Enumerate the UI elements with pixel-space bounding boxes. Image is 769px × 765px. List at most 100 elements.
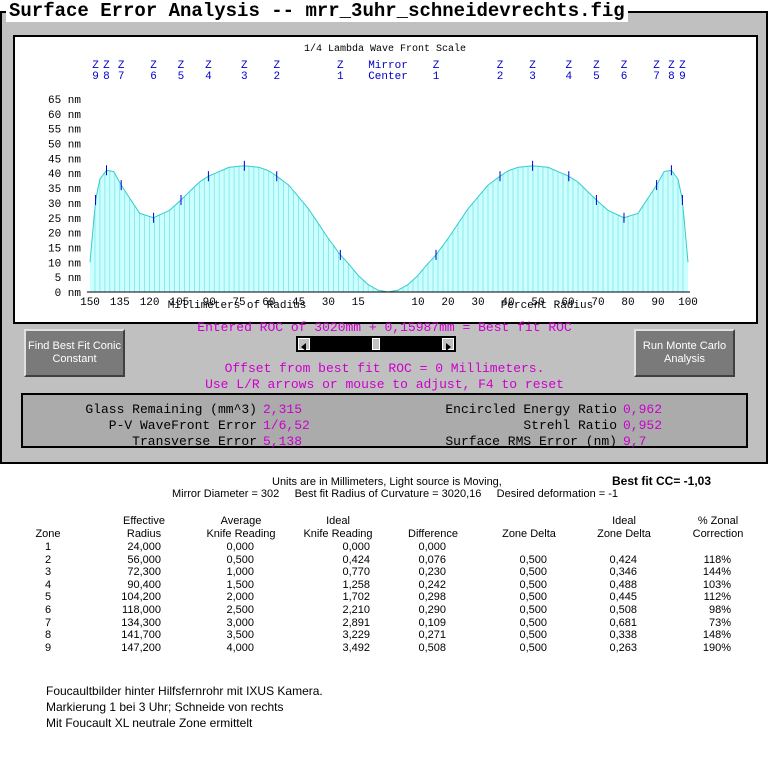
table-cell: 4,000: [226, 641, 254, 654]
col-header-correction-2: Correction: [692, 528, 744, 540]
find-best-fit-conic-button[interactable]: Find Best Fit Conic Constant: [24, 329, 125, 377]
col-header-effective-2: Radius: [126, 528, 162, 540]
zone-marker-label: 7: [653, 71, 660, 83]
y-tick-label: 65 nm: [48, 95, 81, 107]
table-cell-zone: 6: [44, 604, 52, 616]
glass-remaining-label: Glass Remaining (mm^3): [85, 402, 257, 417]
zone-marker-label: 3: [529, 71, 536, 83]
table-cell: 1,702: [342, 591, 370, 604]
transverse-error-value: 5,138: [263, 434, 303, 449]
table-cell: 147,200: [121, 641, 161, 654]
x-tick-label: 10: [411, 297, 424, 309]
table-cell: 0,242: [418, 578, 446, 591]
col-header-ideal-1: Ideal: [326, 515, 350, 527]
table-cell: 118,000: [122, 604, 161, 616]
table-cell: 3,000: [226, 616, 254, 629]
table-cell: 0,290: [418, 604, 446, 616]
zone-marker-label: 1: [337, 71, 344, 83]
x-tick-label: 30: [471, 297, 484, 309]
note-line: Foucaultbilder hinter Hilfsfernrohr mit …: [46, 684, 323, 698]
strehl-ratio-label: Strehl Ratio: [523, 418, 617, 433]
zone-marker-label: Z: [621, 60, 628, 72]
y-tick-label: 10 nm: [48, 258, 81, 270]
table-cell-zone: 1: [44, 541, 52, 553]
y-tick-label: 45 nm: [48, 154, 81, 166]
roc-entered-text: Entered ROC of 3020mm + 0,15987mm = Best…: [197, 320, 572, 335]
params-line: Mirror Diameter = 302 Best fit Radius of…: [172, 488, 619, 500]
x-tick-label: 120: [140, 297, 160, 309]
x-tick-label: 75: [232, 297, 245, 309]
pv-wavefront-label: P-V WaveFront Error: [108, 418, 257, 433]
stats-panel: Glass Remaining (mm^3) 2,315 Encircled E…: [21, 393, 748, 449]
table-cell: 0,488: [609, 578, 637, 591]
x-tick-label: 150: [80, 297, 100, 309]
table-cell: 103%: [702, 578, 731, 591]
roc-adjust-slider[interactable]: [296, 336, 456, 352]
zone-marker-label: Z: [565, 60, 572, 72]
analysis-window: 1/4 Lambda Wave Front Scale Mirror Cente…: [0, 11, 768, 464]
table-cell: 2,500: [226, 604, 254, 616]
zone-marker-label: 2: [497, 71, 504, 83]
run-monte-carlo-button[interactable]: Run Monte Carlo Analysis: [634, 329, 735, 377]
table-cell: 0,500: [519, 578, 547, 591]
table-cell: 0,271: [418, 629, 446, 642]
x-tick-label: 20: [441, 297, 454, 309]
col-header-ideal-zone-delta-1: Ideal: [612, 515, 636, 527]
table-cell: 1,258: [342, 578, 370, 591]
table-cell: 0,508: [609, 604, 637, 616]
run-monte-carlo-label: Run Monte Carlo Analysis: [642, 340, 727, 365]
table-cell-zone: 7: [44, 616, 52, 629]
zone-marker-label: Z: [529, 60, 536, 72]
table-cell-zone: 3: [44, 566, 52, 579]
col-header-average-2: Knife Reading: [206, 528, 276, 540]
table-cell: 0,500: [519, 629, 547, 642]
zone-marker-label: Z: [103, 60, 110, 72]
zone-marker-label: 3: [241, 71, 248, 83]
slider-left-arrow-icon[interactable]: [298, 338, 310, 351]
zone-marker-label: 5: [593, 71, 600, 83]
table-cell: 0,346: [609, 566, 637, 579]
surface-rms-value: 9,7: [623, 434, 647, 449]
slider-right-arrow-icon[interactable]: [442, 338, 454, 351]
x-tick-label: 70: [591, 297, 604, 309]
zone-marker-label: Z: [653, 60, 660, 72]
zone-marker-label: 8: [668, 71, 675, 83]
table-cell-zone: 5: [44, 591, 52, 604]
table-cell-zone: 2: [44, 553, 52, 566]
table-cell: 0,000: [342, 541, 370, 553]
zone-marker-label: 4: [565, 71, 572, 83]
zone-marker-label: Z: [593, 60, 600, 72]
roc-offset-text: Offset from best fit ROC = 0 Millimeters…: [224, 361, 545, 376]
zone-marker-label: 5: [178, 71, 185, 83]
zone-marker-label: Z: [118, 60, 125, 72]
table-cell: 0,230: [418, 566, 446, 579]
slider-thumb[interactable]: [372, 338, 380, 350]
zone-marker-label: Z: [337, 60, 344, 72]
table-cell: 0,424: [342, 553, 370, 566]
x-tick-label: 30: [322, 297, 335, 309]
x-tick-label: 100: [678, 297, 698, 309]
x-axis-label-mm: Millimeters of Radius: [168, 300, 307, 312]
table-cell-zone: 9: [44, 641, 52, 654]
col-header-ideal-zone-delta-2: Zone Delta: [597, 528, 651, 540]
units-line: Units are in Millimeters, Light source i…: [272, 476, 502, 488]
table-cell: 3,492: [342, 641, 370, 654]
table-cell: 118%: [703, 553, 731, 566]
chart-title: 1/4 Lambda Wave Front Scale: [304, 43, 466, 55]
table-cell: 90,400: [127, 578, 161, 591]
y-tick-label: 0 nm: [55, 288, 82, 300]
x-tick-label: 105: [169, 297, 189, 309]
chart-panel: 1/4 Lambda Wave Front Scale Mirror Cente…: [13, 35, 758, 324]
table-cell: 134,300: [121, 616, 161, 629]
table-cell: 0,445: [609, 591, 637, 604]
zone-marker-label: Z: [150, 60, 157, 72]
y-tick-label: 35 nm: [48, 184, 81, 196]
glass-remaining-value: 2,315: [263, 402, 303, 417]
zone-marker-label: Z: [273, 60, 280, 72]
table-cell: 0,000: [418, 541, 446, 553]
table-cell: 0,076: [418, 553, 446, 566]
find-best-fit-conic-label: Find Best Fit Conic Constant: [28, 340, 121, 365]
x-tick-label: 50: [531, 297, 544, 309]
note-line: Mit Foucault XL neutrale Zone ermittelt: [46, 716, 253, 730]
wavefront-area: [90, 165, 688, 292]
